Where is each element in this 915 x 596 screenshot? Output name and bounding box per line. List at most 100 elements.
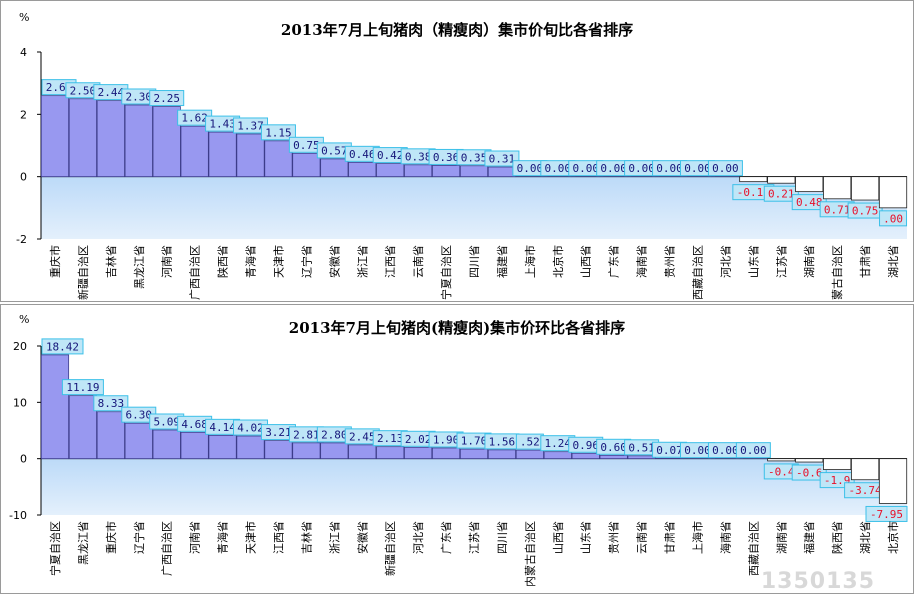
category-label: 河北省	[412, 521, 425, 554]
category-label: 湖北省	[859, 521, 872, 554]
category-label: 江西省	[384, 245, 397, 278]
bar	[40, 95, 70, 178]
bar	[264, 140, 293, 178]
bar	[124, 422, 153, 460]
data-label: -7.95	[870, 508, 903, 521]
bar	[739, 176, 768, 183]
bar	[68, 98, 97, 178]
bar	[599, 454, 628, 460]
data-label: 0.00	[712, 162, 739, 175]
data-label: 0.60	[600, 441, 627, 454]
y-axis-unit: %	[19, 313, 29, 326]
data-label: 0.00	[572, 162, 599, 175]
data-label: 0.38	[405, 150, 432, 163]
data-label-box	[41, 338, 84, 355]
category-label: 山西省	[580, 245, 593, 278]
data-label: 5.09	[153, 415, 180, 428]
category-label: 江苏省	[775, 245, 788, 278]
bar	[823, 176, 852, 200]
category-label: 福建省	[495, 245, 509, 278]
data-label: 1.56	[489, 435, 516, 448]
category-label: 广西自治区	[188, 245, 202, 300]
bar	[767, 458, 796, 462]
data-label: 1.62	[181, 112, 208, 125]
data-label: 0.21	[768, 188, 795, 201]
data-label: 2.50	[70, 84, 97, 97]
data-label: -0.16	[737, 186, 770, 199]
bar	[515, 449, 544, 460]
category-label: 贵州省	[608, 521, 621, 554]
category-label: 天津市	[271, 245, 285, 278]
bar	[152, 106, 181, 178]
data-label: 2.30	[126, 90, 153, 103]
monthly-change-chart: 2013年7月上旬猪肉(精瘦肉)集市价环比各省排序% -10 0 10 20 18.42 宁…	[9, 313, 908, 587]
bar	[96, 100, 125, 178]
bar	[236, 435, 265, 460]
category-label: 新疆自治区	[383, 521, 397, 576]
bar	[851, 458, 880, 481]
bar	[236, 133, 265, 178]
bar	[180, 125, 209, 178]
category-label: 内蒙古自治区	[523, 521, 537, 587]
bar	[767, 176, 796, 184]
category-label: 甘肃省	[859, 245, 872, 278]
chart-panel-weekly: 2013年7月上旬猪肉（精瘦肉）集市价旬比各省排序% -2 0 2 4 2.60 重庆市 2.…	[0, 0, 914, 302]
data-label: 4.68	[181, 418, 208, 431]
bar	[487, 449, 517, 460]
data-label: 0.36	[433, 151, 460, 164]
bar	[124, 104, 153, 178]
data-label: 1.15	[265, 126, 292, 139]
data-label: 8.33	[98, 397, 125, 410]
bar	[96, 411, 125, 460]
y-tick-label: 0	[20, 171, 27, 184]
bar	[68, 395, 97, 460]
data-label-box	[879, 210, 908, 227]
data-label: -0.4	[768, 465, 795, 478]
data-label: -3.74	[849, 484, 882, 497]
category-label: 贵州省	[664, 245, 677, 278]
bar	[823, 458, 852, 470]
y-tick-label: 4	[20, 46, 27, 59]
bar	[487, 166, 517, 178]
data-label: -1.9	[824, 474, 851, 487]
category-label: 新疆自治区	[76, 245, 90, 300]
category-label: 西藏自治区	[746, 521, 760, 576]
category-label: 山东省	[747, 245, 760, 278]
category-label: 北京市	[551, 245, 565, 278]
data-label: 0.31	[489, 153, 516, 166]
data-label: 0.00	[545, 162, 572, 175]
y-tick-label: -10	[9, 509, 27, 522]
category-label: 江苏省	[468, 521, 481, 554]
bar	[208, 434, 237, 460]
data-label: 1.43	[209, 118, 236, 131]
category-label: 辽宁省	[132, 521, 146, 554]
data-label: 4.02	[237, 422, 264, 435]
data-label: 0.46	[349, 148, 376, 161]
category-label: 重庆市	[104, 521, 118, 554]
bar	[292, 442, 321, 460]
category-label: 河北省	[719, 245, 732, 278]
data-label: 0.00	[684, 162, 711, 175]
y-tick-label: 0	[20, 453, 27, 466]
data-label: 0.75	[852, 205, 879, 218]
data-label: 0.00	[712, 444, 739, 457]
category-label: 山东省	[580, 521, 593, 554]
data-label: 0.35	[461, 151, 488, 164]
data-label: 0.42	[377, 149, 404, 162]
category-label: 吉林省	[104, 245, 118, 278]
category-label: 四川省	[468, 245, 481, 278]
bar	[431, 165, 461, 178]
bar	[152, 429, 181, 460]
category-label: 安徽省	[327, 245, 341, 278]
data-label: 4.14	[209, 421, 236, 434]
data-label-box	[93, 395, 129, 412]
category-label: 内蒙古自治区	[830, 245, 844, 301]
data-label: 2.13	[377, 432, 404, 445]
data-label: 0.96	[572, 439, 599, 452]
category-label: 安徽省	[355, 521, 369, 554]
category-label: 甘肃省	[664, 521, 677, 554]
data-label-box	[763, 185, 799, 202]
chart-title: 2013年7月上旬猪肉(精瘦肉)集市价环比各省排序	[289, 319, 625, 337]
data-label-box	[865, 505, 908, 522]
bar	[264, 440, 293, 460]
